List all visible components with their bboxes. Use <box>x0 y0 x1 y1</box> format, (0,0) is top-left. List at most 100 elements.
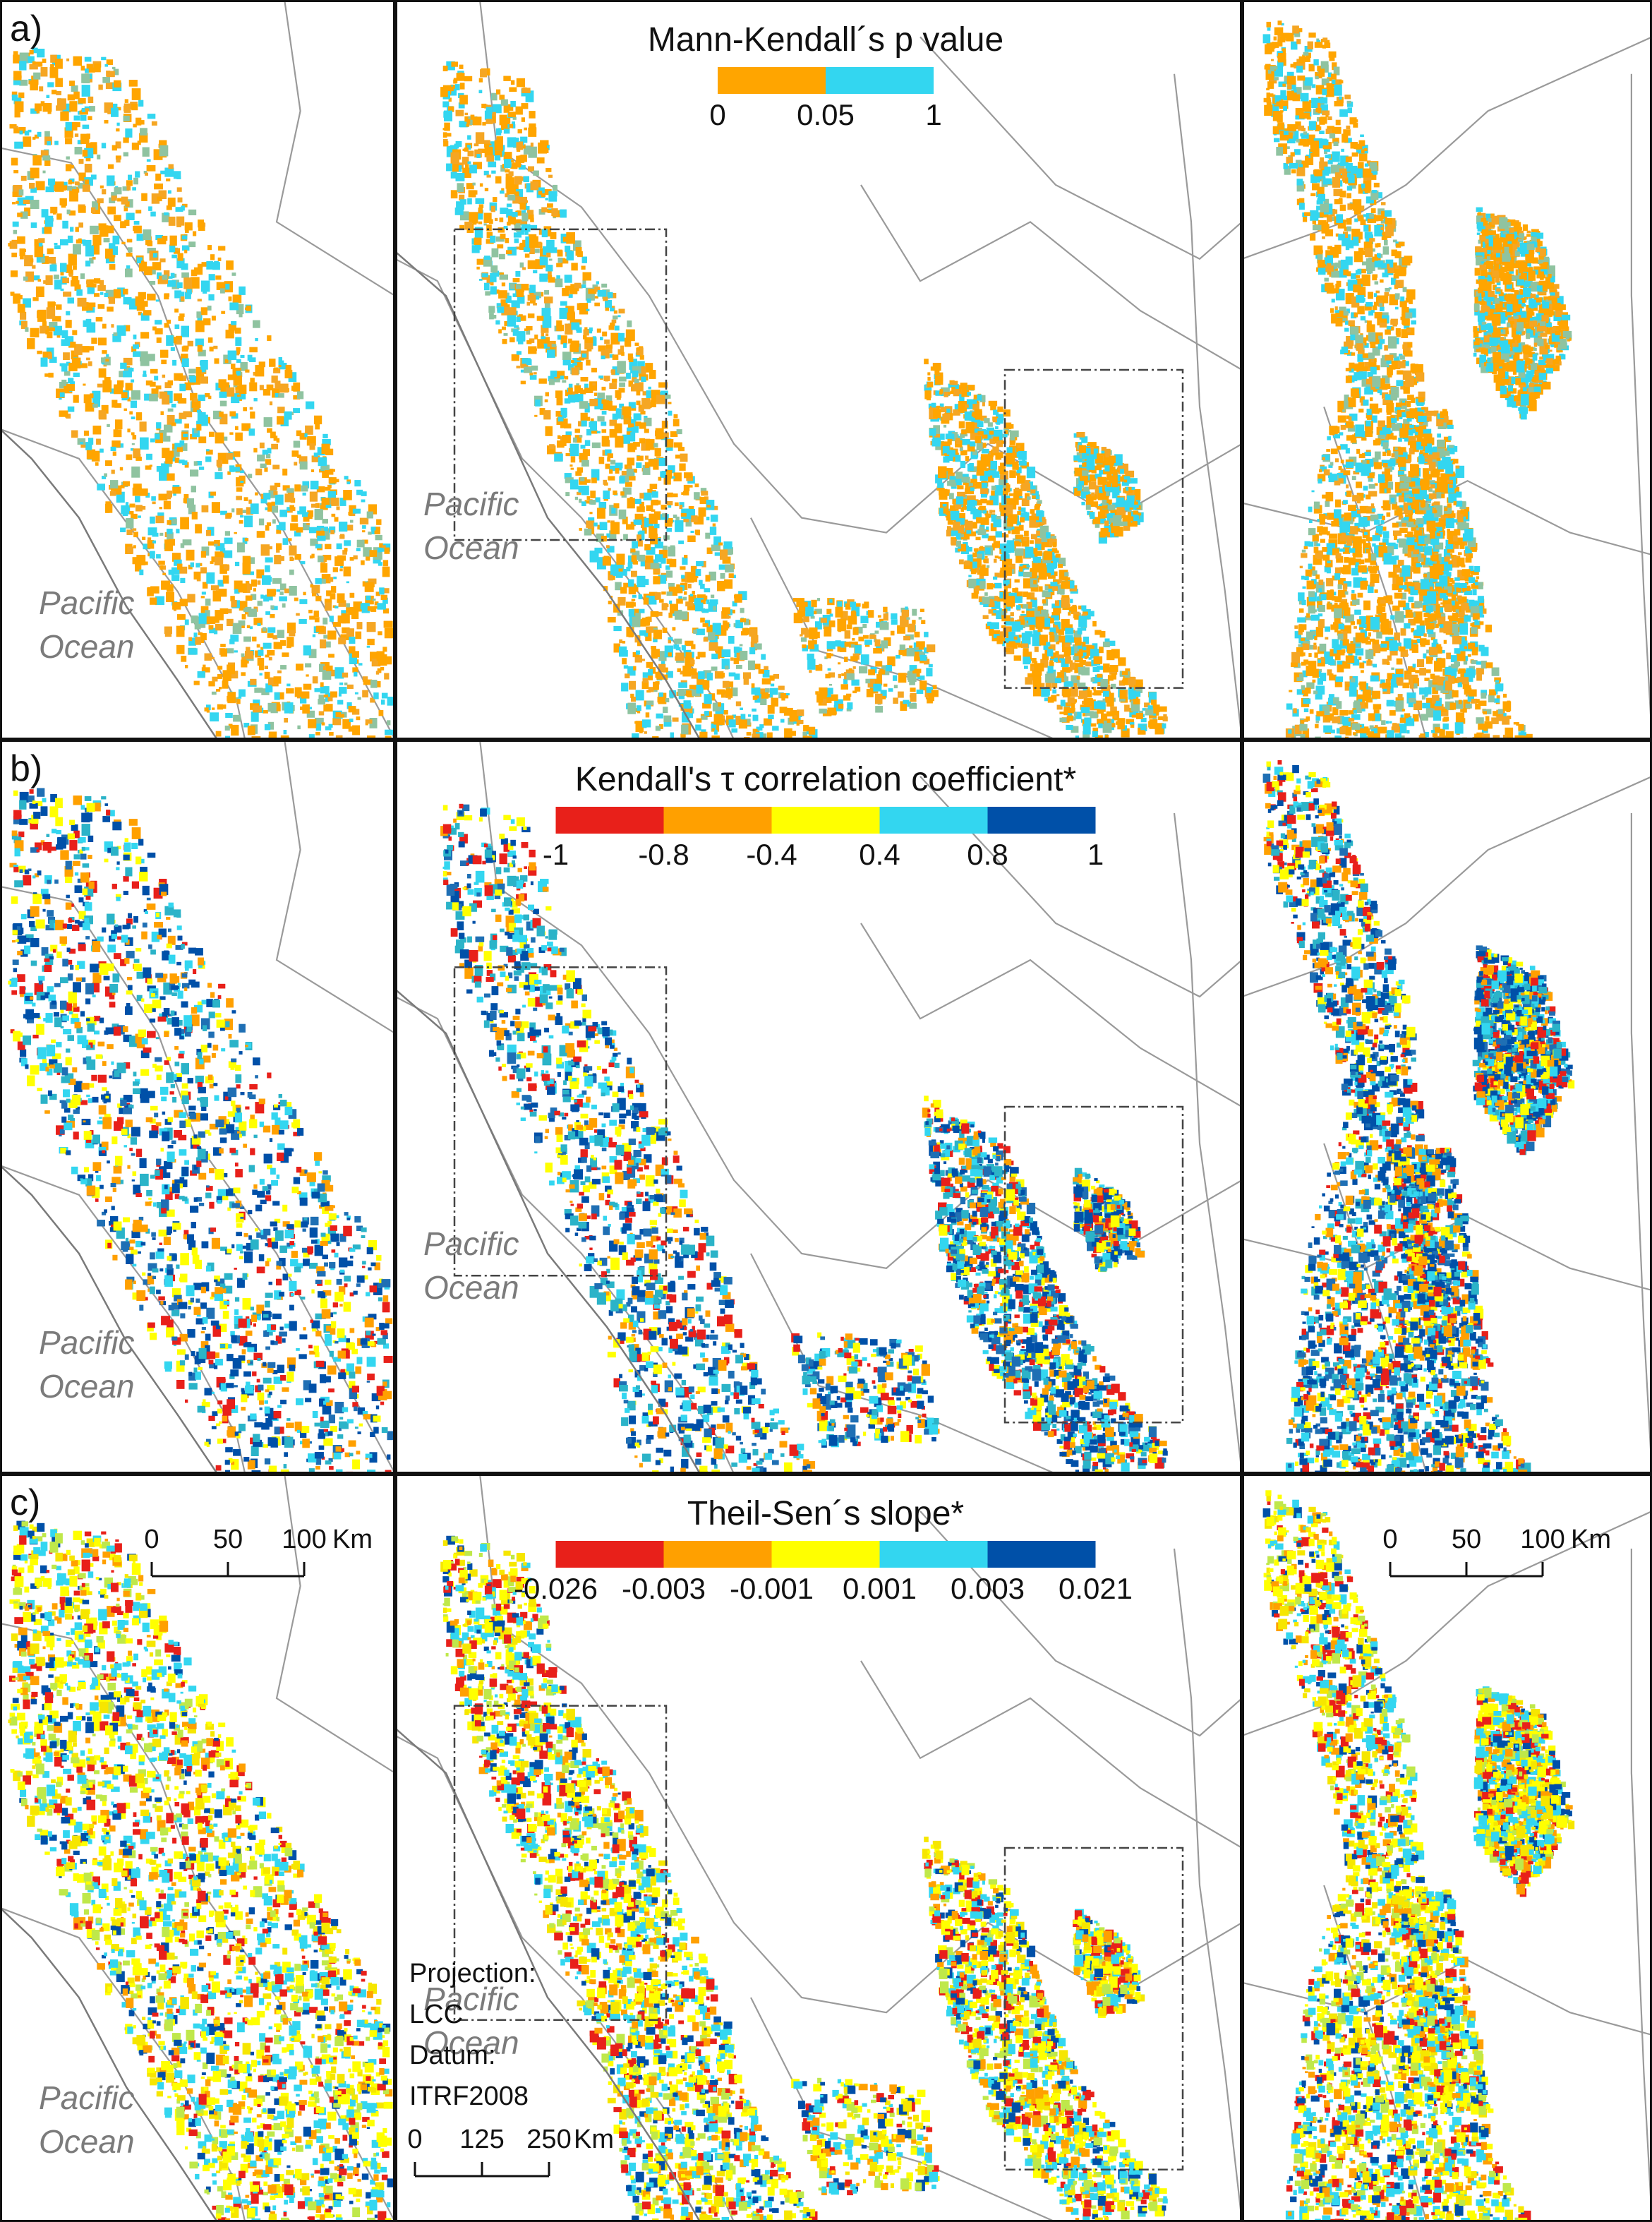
pixel <box>646 547 656 555</box>
pixel <box>1018 508 1026 512</box>
pixel <box>620 491 625 496</box>
pixel <box>70 381 75 387</box>
pixel <box>346 628 354 637</box>
pixel <box>235 432 243 441</box>
pixel <box>55 181 64 192</box>
pixel <box>109 491 116 496</box>
pixel <box>464 112 468 116</box>
pixel <box>110 480 119 488</box>
pixel <box>213 345 218 349</box>
pixel <box>684 472 693 479</box>
pixel <box>172 602 181 610</box>
pixel <box>1030 540 1034 544</box>
pixel <box>78 172 86 181</box>
pixel <box>629 443 637 450</box>
pixel <box>594 302 600 306</box>
pixel <box>458 102 465 109</box>
pixel <box>52 316 61 322</box>
pixel <box>747 714 752 717</box>
pixel <box>499 272 504 276</box>
pixel <box>176 248 179 251</box>
pixel <box>259 443 265 449</box>
pixel <box>265 683 273 692</box>
pixel <box>106 71 115 78</box>
pixel <box>521 117 525 122</box>
pixel <box>718 702 721 707</box>
pixel <box>40 150 49 157</box>
pixel <box>146 159 151 162</box>
pixel <box>679 463 686 471</box>
pixel <box>132 435 137 440</box>
pixel <box>714 552 721 556</box>
pixel <box>316 530 325 538</box>
pixel <box>467 150 474 157</box>
pixel <box>607 292 613 298</box>
pixel <box>514 238 519 244</box>
pixel <box>661 603 668 611</box>
pixel <box>316 486 325 493</box>
pixel <box>37 350 42 354</box>
pixel <box>78 183 85 189</box>
pixel <box>276 438 280 443</box>
pixel <box>619 382 625 388</box>
pixel <box>162 395 170 405</box>
pixel <box>135 171 140 178</box>
pixel <box>126 454 133 460</box>
pixel <box>197 314 203 322</box>
pixel <box>646 505 653 511</box>
pixel <box>220 552 227 558</box>
pixel <box>673 419 680 427</box>
pixel <box>615 468 620 474</box>
pixel <box>198 220 204 228</box>
pixel <box>180 296 185 302</box>
pixel <box>327 630 337 640</box>
pixel <box>700 618 705 623</box>
pixel <box>1040 659 1049 668</box>
pixel <box>63 292 72 297</box>
pixel <box>696 597 704 603</box>
pixel <box>318 556 324 563</box>
pixel <box>308 734 315 740</box>
pixel <box>574 428 580 433</box>
pixel <box>712 523 716 527</box>
pixel <box>114 403 122 408</box>
pixel <box>279 510 287 517</box>
pixel <box>130 400 137 408</box>
pixel <box>241 653 245 657</box>
pixel <box>335 735 343 740</box>
pixel <box>179 383 186 392</box>
pixel <box>619 476 625 484</box>
pixel <box>361 499 366 503</box>
pixel <box>17 197 27 206</box>
pixel <box>665 470 673 479</box>
pixel <box>200 360 204 366</box>
pixel <box>284 411 292 420</box>
pixel <box>107 424 110 427</box>
pixel <box>172 553 181 562</box>
pixel <box>508 171 514 176</box>
pixel <box>687 535 696 542</box>
pixel <box>460 121 469 128</box>
pixel <box>625 481 632 487</box>
pixel <box>217 579 224 587</box>
pixel <box>303 523 310 531</box>
pixel <box>594 392 598 396</box>
pixel <box>762 670 770 678</box>
pixel <box>104 64 109 67</box>
pixel <box>451 61 458 67</box>
pixel <box>284 718 289 723</box>
pixel <box>507 304 510 307</box>
pixel <box>314 509 323 520</box>
pixel <box>692 689 700 697</box>
pixel <box>744 618 749 625</box>
pixel <box>551 208 558 216</box>
pixel <box>698 507 706 517</box>
pixel <box>662 546 668 552</box>
pixel <box>713 714 723 725</box>
pixel <box>325 469 334 475</box>
pixel <box>557 440 565 448</box>
pixel <box>484 110 493 120</box>
pixel <box>238 620 246 626</box>
pixel <box>97 198 104 203</box>
pixel <box>498 329 502 334</box>
